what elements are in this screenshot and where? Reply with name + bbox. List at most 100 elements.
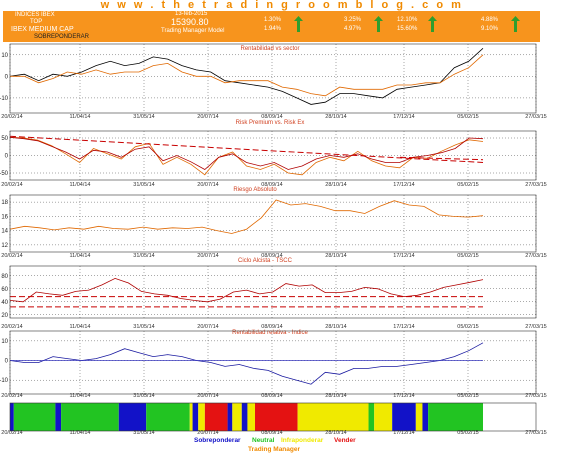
x-tick-label: 05/02/15 [457, 324, 478, 330]
signal-segment [227, 403, 233, 431]
chart-frame [9, 330, 537, 395]
x-tick-label: 28/10/14 [325, 430, 346, 436]
chart-frame [9, 402, 537, 432]
stat-1-bottom: 1.94% [264, 26, 282, 32]
signal-segment [232, 403, 242, 431]
signal-segment [55, 403, 62, 431]
signal-segment [13, 403, 56, 431]
y-tick-label: 40 [1, 300, 8, 306]
x-tick-label: 20/02/14 [1, 114, 22, 120]
x-tick-label: 17/12/14 [393, 393, 414, 399]
x-tick-label: 20/02/14 [1, 393, 22, 399]
x-tick-label: 27/03/15 [525, 430, 546, 436]
x-tick-label: 11/04/14 [69, 430, 90, 436]
x-tick-label: 31/05/14 [133, 182, 154, 188]
signal-segment [198, 403, 205, 431]
y-tick-label: 0 [5, 74, 9, 80]
stat-3-top: 12.10% [397, 17, 418, 23]
series-line [9, 136, 484, 176]
y-tick-label: 50 [1, 136, 8, 142]
x-tick-label: 17/12/14 [393, 430, 414, 436]
x-tick-label: 08/09/14 [261, 393, 282, 399]
signal-segment [189, 403, 193, 431]
y-tick-label: 10 [1, 53, 8, 59]
series-line [9, 277, 484, 303]
x-tick-label: 05/02/15 [457, 430, 478, 436]
x-tick-label: 27/03/15 [525, 324, 546, 330]
header-date: 13-feb-2015 [175, 11, 208, 17]
x-tick-label: 08/09/14 [261, 430, 282, 436]
x-tick-label: 28/10/14 [325, 182, 346, 188]
y-tick-label: 0 [5, 154, 9, 160]
stat-4-bottom: 9.10% [481, 26, 499, 32]
model-name: Trading Manager Model [161, 28, 225, 34]
x-tick-label: 20/07/14 [197, 253, 218, 259]
x-tick-label: 11/04/14 [69, 253, 90, 259]
y-tick-label: 60 [1, 287, 8, 293]
chart-frame [9, 265, 537, 319]
x-tick-label: 27/03/15 [525, 253, 546, 259]
x-tick-label: 08/09/14 [261, 114, 282, 120]
signal-segment [118, 403, 147, 431]
x-tick-label: 20/02/14 [1, 430, 22, 436]
signal-segment [392, 403, 416, 431]
signal-segment [255, 403, 298, 431]
x-tick-label: 27/03/15 [525, 114, 546, 120]
y-tick-label: -50 [0, 171, 9, 177]
series-line [9, 199, 484, 234]
legend-caption: Trading Manager [248, 446, 300, 453]
signal-segment [422, 403, 429, 431]
series-line [10, 54, 484, 97]
x-tick-label: 08/09/14 [261, 182, 282, 188]
stat-2-bottom: 4.97% [344, 26, 362, 32]
header-price: 15390.80 [171, 17, 209, 27]
stat-2-top: 3.25% [344, 17, 362, 23]
y-tick-label: 20 [1, 313, 8, 319]
y-tick-label: 18 [1, 200, 8, 206]
x-tick-label: 20/07/14 [197, 182, 218, 188]
signal-segment [374, 403, 393, 431]
x-tick-label: 31/05/14 [133, 324, 154, 330]
series-line [9, 342, 484, 385]
x-tick-label: 20/07/14 [197, 324, 218, 330]
x-tick-label: 28/10/14 [325, 393, 346, 399]
x-tick-label: 28/10/14 [325, 253, 346, 259]
y-tick-label: 12 [1, 243, 8, 249]
up-arrow-icon [374, 16, 383, 32]
chart-title: Riesgo Absoluto [233, 187, 277, 193]
series-line [9, 136, 484, 170]
signal-segment [415, 403, 423, 431]
x-tick-label: 27/03/15 [525, 182, 546, 188]
x-tick-label: 31/05/14 [133, 393, 154, 399]
up-arrow-icon [511, 16, 520, 32]
up-arrow-icon [428, 16, 437, 32]
x-tick-label: 11/04/14 [69, 114, 90, 120]
x-tick-label: 31/05/14 [133, 253, 154, 259]
x-tick-label: 08/09/14 [261, 253, 282, 259]
legend-item: Sobreponderar [194, 437, 241, 444]
header-bar: INDICES IBEX TOP IBEX MEDIUM CAP SOBREPO… [3, 11, 540, 42]
x-tick-label: 05/02/15 [457, 253, 478, 259]
y-tick-label: 16 [1, 214, 8, 220]
legend-item: Neutral [252, 437, 275, 444]
series-line [9, 48, 484, 105]
signal-segment [204, 403, 228, 431]
x-tick-label: 20/07/14 [197, 430, 218, 436]
x-tick-label: 05/02/15 [457, 114, 478, 120]
x-tick-label: 17/12/14 [393, 182, 414, 188]
chart-frame [9, 43, 537, 114]
signal-segment [10, 403, 14, 431]
x-tick-label: 17/12/14 [393, 324, 414, 330]
x-tick-label: 28/10/14 [325, 324, 346, 330]
x-tick-label: 17/12/14 [393, 114, 414, 120]
legend-item: Infraponderar [281, 437, 324, 444]
x-tick-label: 05/02/15 [457, 393, 478, 399]
x-tick-label: 20/07/14 [197, 114, 218, 120]
legend-item: Vender [334, 437, 356, 444]
signal-segment [192, 403, 199, 431]
ticker-name: IBEX MEDIUM CAP [11, 26, 74, 33]
x-tick-label: 11/04/14 [69, 324, 90, 330]
x-tick-label: 05/02/15 [457, 182, 478, 188]
site-url[interactable]: w w w . t h e t r a d i n g r o o m b l … [100, 0, 464, 11]
signal-segment [61, 403, 119, 431]
